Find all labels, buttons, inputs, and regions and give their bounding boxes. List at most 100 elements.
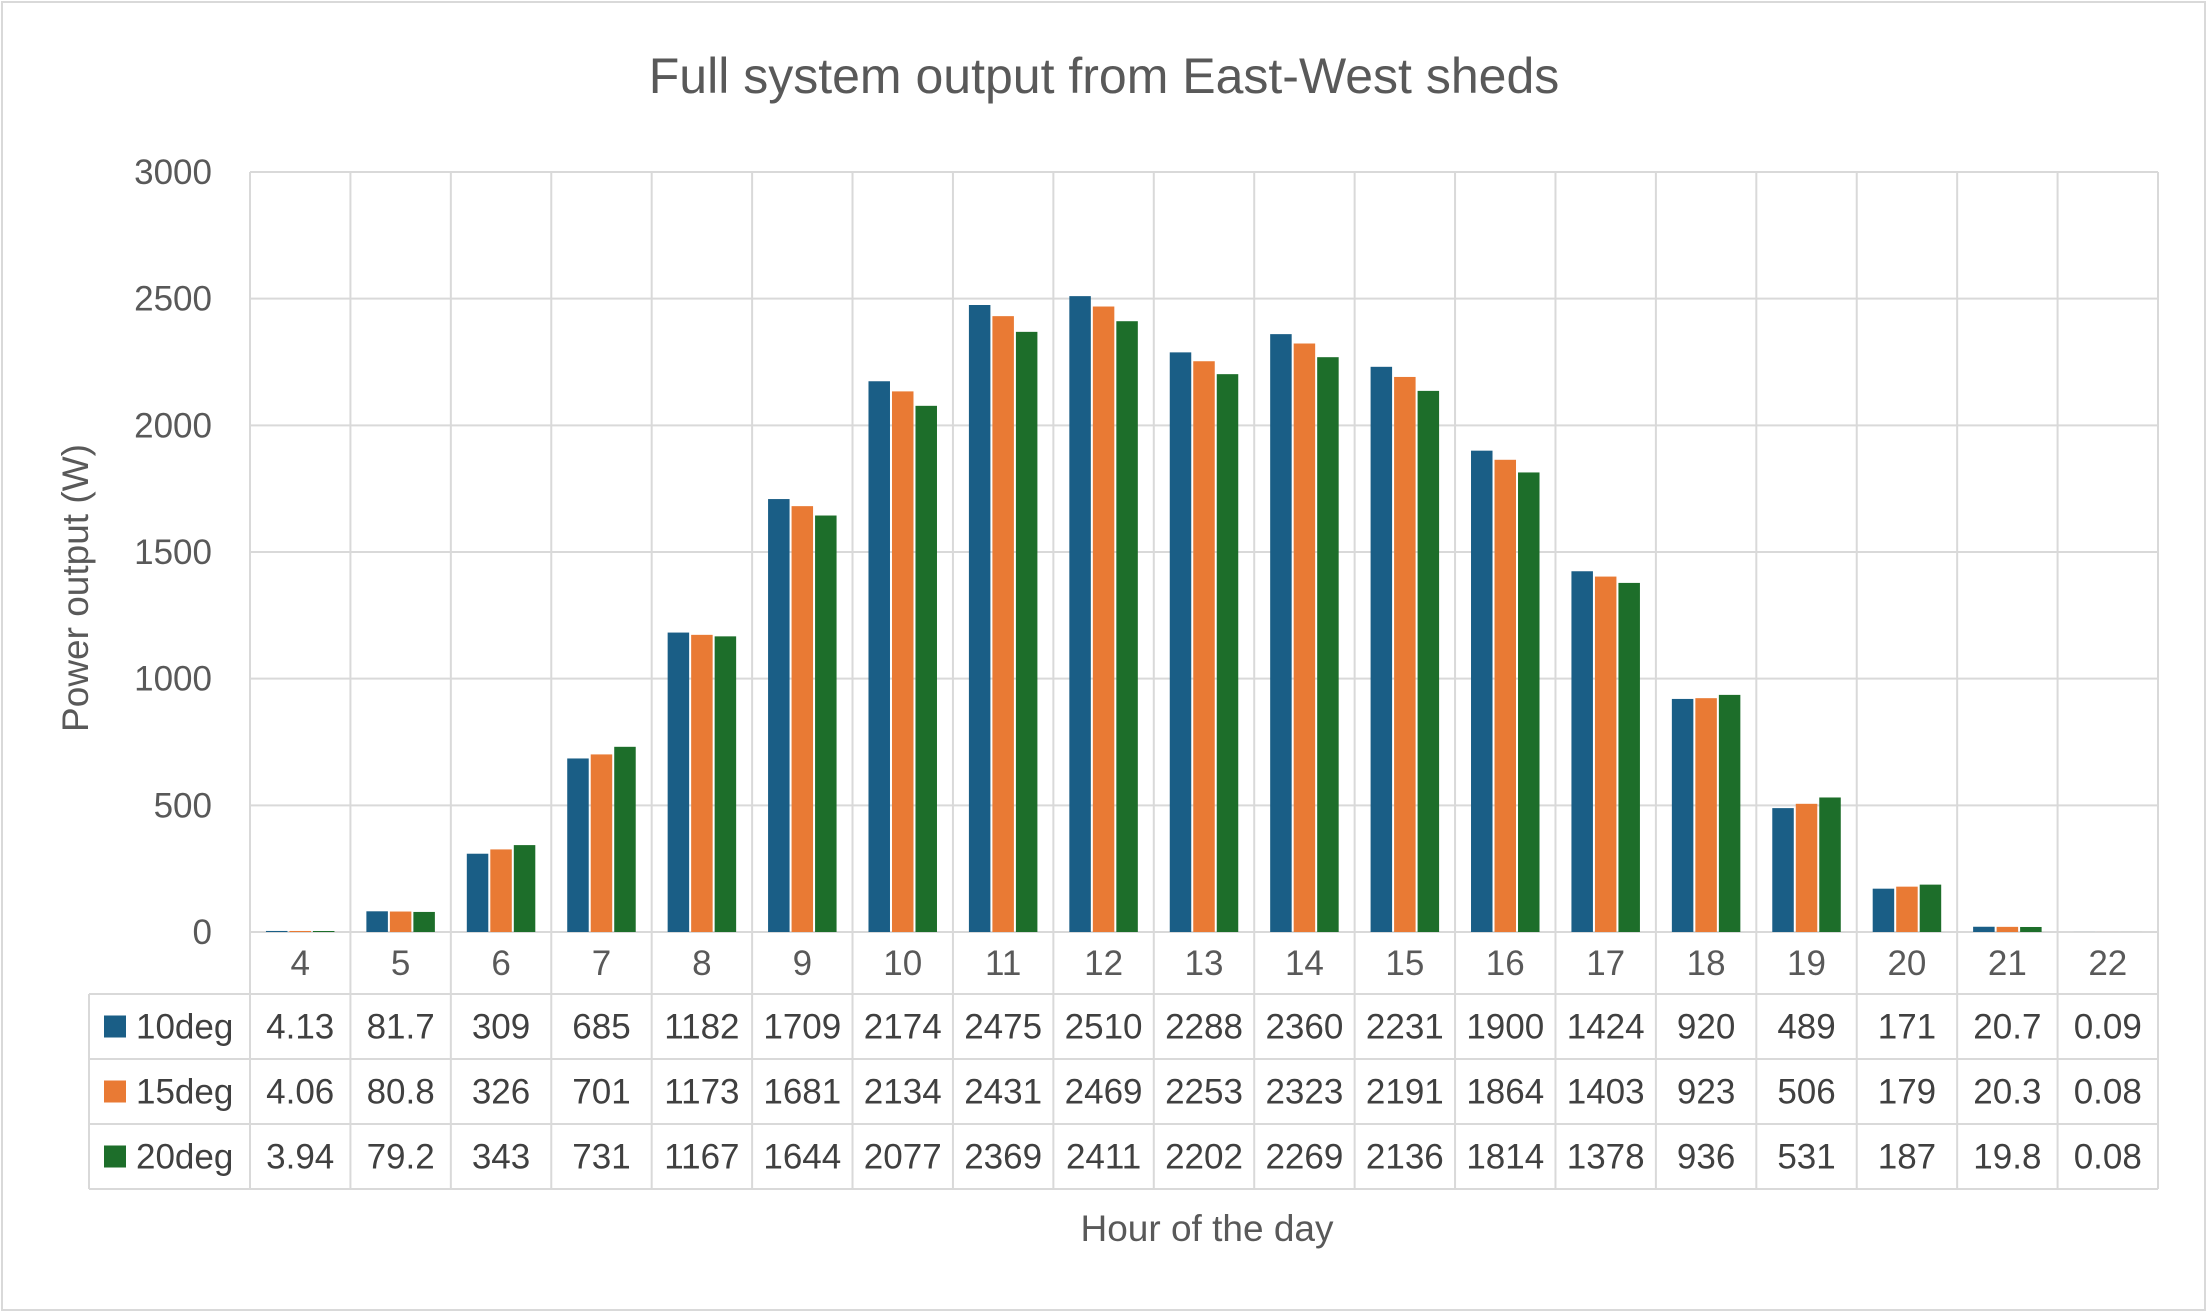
bar-10deg-17: [1571, 571, 1593, 932]
table-cell-20deg-19: 531: [1777, 1138, 1835, 1177]
bar-20deg-16: [1518, 472, 1540, 932]
table-cell-15deg-17: 1403: [1567, 1073, 1645, 1112]
bar-10deg-9: [768, 499, 790, 932]
bar-15deg-7: [590, 754, 613, 932]
bar-15deg-16: [1494, 459, 1517, 932]
table-cell-15deg-6: 326: [472, 1073, 530, 1112]
legend-key-20deg: [104, 1145, 126, 1168]
table-cell-15deg-15: 2191: [1366, 1073, 1444, 1112]
table-cell-10deg-15: 2231: [1366, 1008, 1444, 1047]
y-axis-title: Power output (W): [55, 444, 96, 732]
y-axis-ticks: 0 500 1000 1500 2000 2500 3000: [134, 153, 212, 952]
chart-title: Full system output from East-West sheds: [649, 48, 1560, 104]
table-cell-20deg-17: 1378: [1567, 1138, 1645, 1177]
table-cell-15deg-16: 1864: [1466, 1073, 1544, 1112]
bar-15deg-12: [1092, 306, 1115, 932]
bar-15deg-20: [1896, 886, 1918, 932]
x-tick-label: 16: [1486, 944, 1525, 983]
legend-key-10deg: [104, 1015, 126, 1038]
bar-15deg-13: [1193, 361, 1215, 932]
bar-15deg-4: [289, 930, 311, 932]
bar-15deg-6: [490, 849, 512, 932]
table-cell-15deg-11: 2431: [964, 1073, 1042, 1112]
bar-15deg-19: [1795, 803, 1818, 932]
table-cell-20deg-14: 2269: [1265, 1138, 1343, 1177]
table-cell-10deg-8: 1182: [664, 1008, 739, 1047]
bar-20deg-21: [2020, 926, 2042, 932]
table-cell-20deg-21: 19.8: [1973, 1138, 2041, 1177]
x-tick-label: 10: [883, 944, 922, 983]
y-tick-label: 2500: [134, 280, 212, 319]
bars: [265, 296, 2143, 933]
x-tick-label: 13: [1185, 944, 1224, 983]
table-cell-10deg-17: 1424: [1567, 1008, 1645, 1047]
bar-10deg-13: [1169, 352, 1192, 933]
table-cell-10deg-16: 1900: [1466, 1008, 1544, 1047]
legend-label-10deg: 10deg: [136, 1008, 233, 1047]
table-cell-20deg-22: 0.08: [2074, 1138, 2142, 1177]
bar-15deg-9: [791, 506, 814, 932]
bar-10deg-21: [1973, 926, 1995, 932]
x-tick-label: 4: [290, 944, 309, 983]
table-cell-15deg-4: 4.06: [266, 1073, 334, 1112]
table-cell-10deg-12: 2510: [1065, 1008, 1143, 1047]
table-cell-10deg-19: 489: [1777, 1008, 1835, 1047]
bar-20deg-15: [1417, 390, 1440, 932]
table-cell-20deg-15: 2136: [1366, 1138, 1444, 1177]
table-cell-15deg-12: 2469: [1065, 1073, 1143, 1112]
bar-15deg-11: [992, 316, 1014, 932]
table-cell-10deg-20: 171: [1878, 1008, 1936, 1047]
x-tick-label: 14: [1285, 944, 1324, 983]
bar-10deg-6: [466, 853, 489, 932]
bar-10deg-10: [868, 381, 890, 933]
table-cell-10deg-4: 4.13: [266, 1008, 334, 1047]
x-tick-label: 18: [1687, 944, 1726, 983]
table-cell-20deg-10: 2077: [864, 1138, 942, 1177]
bar-20deg-14: [1317, 357, 1339, 933]
bar-20deg-18: [1718, 694, 1741, 932]
table-cell-20deg-7: 731: [572, 1138, 630, 1177]
x-tick-label: 6: [491, 944, 510, 983]
table-cell-10deg-9: 1709: [763, 1008, 841, 1047]
table-cell-20deg-18: 936: [1677, 1138, 1735, 1177]
table-cell-15deg-21: 20.3: [1973, 1073, 2041, 1112]
legend-label-20deg: 20deg: [136, 1138, 233, 1177]
x-axis-title: Hour of the day: [1081, 1208, 1334, 1249]
table-cell-20deg-4: 3.94: [266, 1138, 334, 1177]
y-tick-label: 1500: [134, 533, 212, 572]
bar-10deg-14: [1270, 334, 1292, 933]
table-cell-15deg-14: 2323: [1265, 1073, 1343, 1112]
table-cell-10deg-14: 2360: [1265, 1008, 1343, 1047]
legend-label-15deg: 15deg: [136, 1073, 233, 1112]
table-cell-20deg-8: 1167: [664, 1138, 739, 1177]
bar-15deg-21: [1996, 926, 2019, 932]
table-cell-10deg-11: 2475: [964, 1008, 1042, 1047]
table-cell-15deg-18: 923: [1677, 1073, 1735, 1112]
x-tick-label: 22: [2088, 944, 2127, 983]
bar-10deg-11: [968, 305, 991, 932]
table-cell-20deg-6: 343: [472, 1138, 530, 1177]
table-cell-20deg-12: 2411: [1066, 1138, 1141, 1177]
y-tick-label: 0: [193, 913, 212, 952]
bar-20deg-17: [1618, 582, 1640, 932]
bar-15deg-10: [891, 391, 914, 932]
x-tick-label: 15: [1385, 944, 1424, 983]
y-tick-label: 1000: [134, 660, 212, 699]
bar-20deg-20: [1919, 884, 1942, 932]
bar-20deg-6: [513, 845, 536, 932]
bar-20deg-9: [815, 515, 837, 932]
y-tick-label: 2000: [134, 406, 212, 445]
bar-20deg-4: [312, 931, 335, 932]
x-tick-label: 9: [793, 944, 812, 983]
x-tick-label: 7: [592, 944, 611, 983]
table-cell-10deg-18: 920: [1677, 1008, 1735, 1047]
table-cell-10deg-6: 309: [472, 1008, 530, 1047]
legend-key-15deg: [104, 1080, 126, 1103]
bar-20deg-5: [413, 911, 435, 932]
table-cell-10deg-5: 81.7: [367, 1008, 435, 1047]
table-cell-20deg-5: 79.2: [367, 1138, 435, 1177]
bar-15deg-5: [389, 911, 412, 932]
bar-15deg-17: [1594, 576, 1617, 932]
bar-20deg-7: [614, 746, 636, 932]
